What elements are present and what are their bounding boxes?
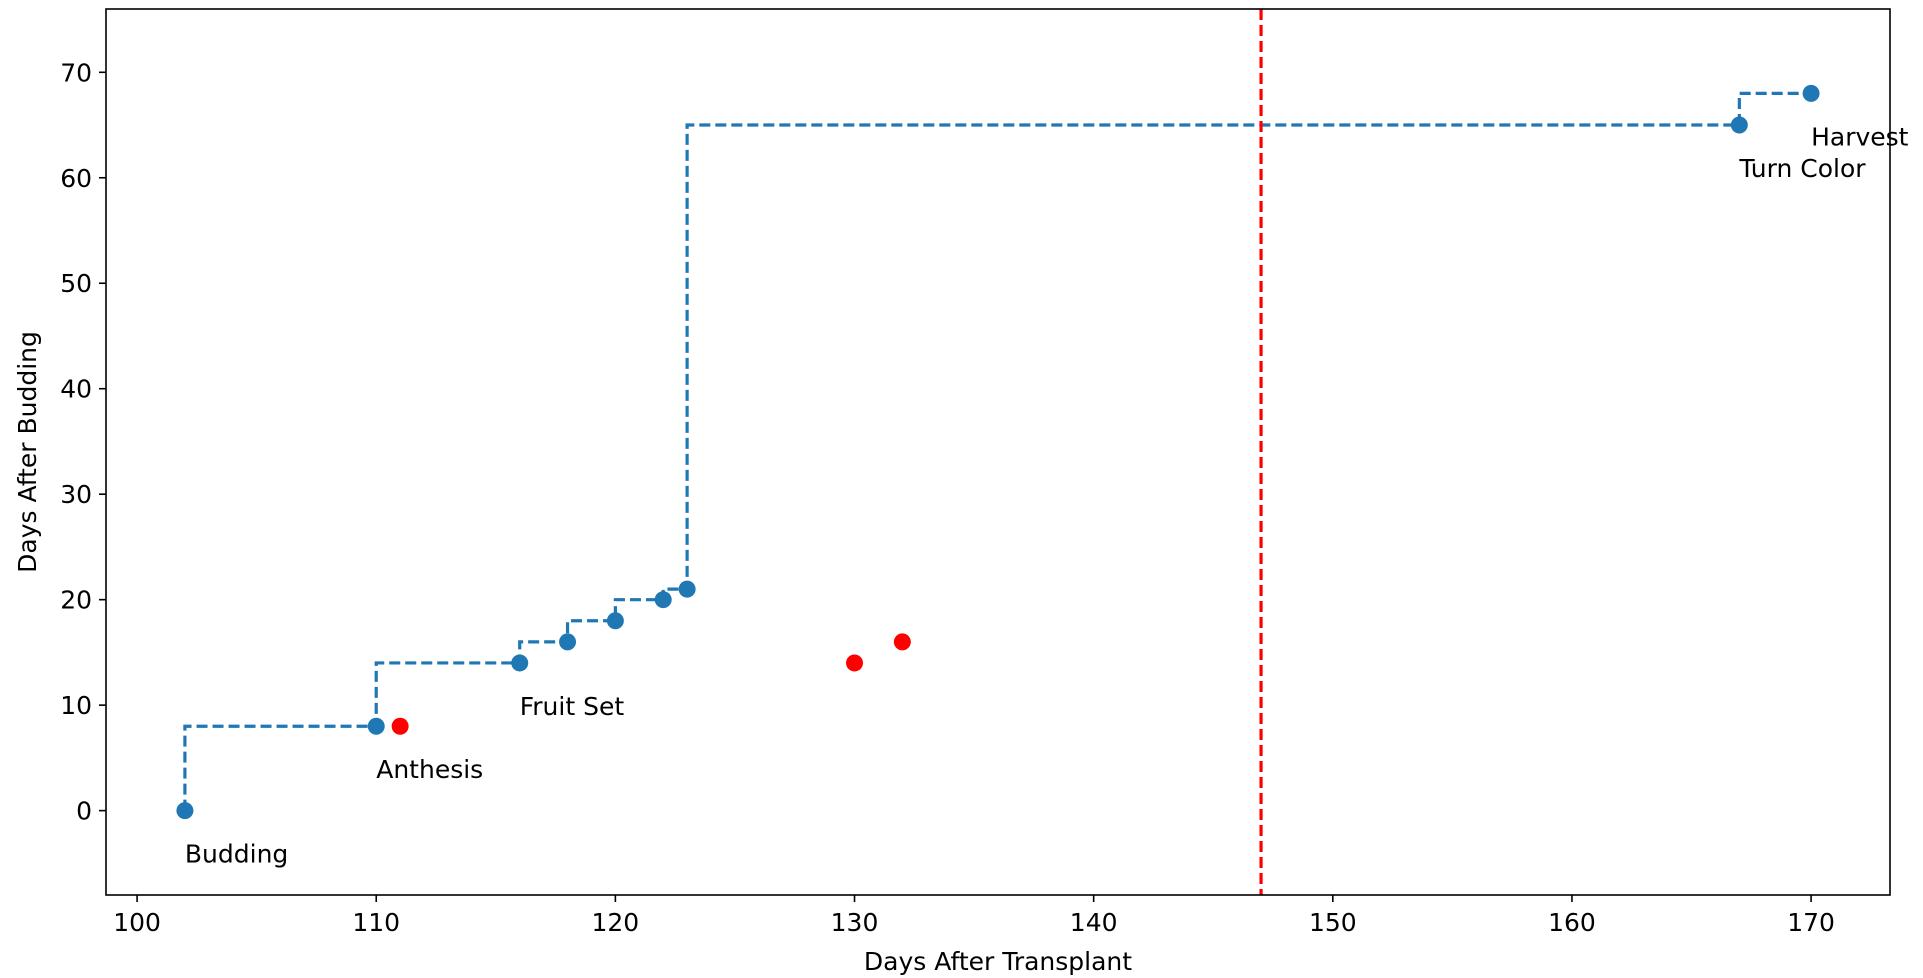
x-tick-label: 120 [592, 908, 640, 937]
stage-point [1802, 84, 1820, 102]
stage-point [1730, 116, 1748, 134]
stage-annotation: Turn Color [1738, 154, 1866, 183]
y-tick-label: 60 [60, 164, 92, 193]
y-tick-label: 50 [60, 269, 92, 298]
x-tick-label: 110 [352, 908, 400, 937]
y-tick-label: 10 [60, 691, 92, 720]
x-tick-label: 150 [1309, 908, 1357, 937]
y-axis-label: Days After Budding [13, 331, 42, 573]
x-tick-label: 170 [1787, 908, 1835, 937]
x-axis-label: Days After Transplant [864, 947, 1132, 976]
stage-point [606, 612, 624, 630]
axes-ticks: 100 110 120 130 140 150 160 170 0 10 20 30 40 50 60 70 [60, 58, 1835, 937]
x-tick-label: 100 [113, 908, 161, 937]
y-tick-label: 30 [60, 480, 92, 509]
stage-annotation: Fruit Set [520, 692, 625, 721]
stage-point [176, 802, 194, 820]
y-tick-label: 20 [60, 586, 92, 615]
stage-point [654, 591, 672, 609]
plot-area: Budding Anthesis Fruit Set Turn Color Harves… [176, 9, 1909, 895]
stage-annotation: Budding [185, 840, 288, 869]
x-tick-label: 160 [1548, 908, 1596, 937]
stage-point [511, 654, 529, 672]
stage-point [559, 633, 577, 651]
stage-point [678, 580, 696, 598]
observed-point [846, 654, 864, 672]
y-tick-label: 0 [76, 797, 92, 826]
stage-step-line [183, 91, 1812, 811]
y-tick-label: 40 [60, 375, 92, 404]
stage-annotation: Anthesis [376, 755, 483, 784]
stage-annotation: Harvest [1811, 122, 1909, 151]
x-tick-label: 140 [1070, 908, 1118, 937]
observed-point [391, 717, 409, 735]
stage-point [367, 717, 385, 735]
observed-point [893, 633, 911, 651]
y-tick-label: 70 [60, 58, 92, 87]
x-tick-label: 130 [831, 908, 879, 937]
axes-frame [105, 8, 1891, 896]
